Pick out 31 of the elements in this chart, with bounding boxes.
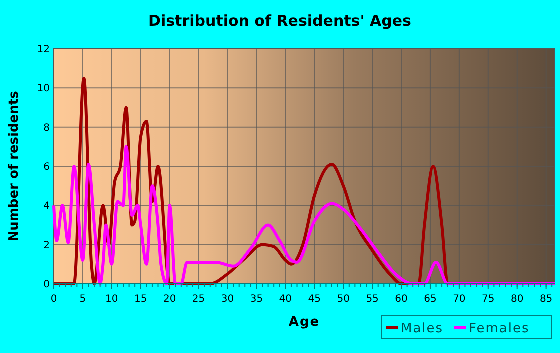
x-tick-label: 35 — [250, 294, 264, 305]
y-axis-title: Number of residents — [7, 90, 22, 242]
y-tick-label: 4 — [44, 201, 50, 212]
x-tick-label: 55 — [366, 294, 379, 305]
x-tick-label: 15 — [134, 294, 148, 305]
legend-label: Males — [401, 322, 444, 336]
x-tick-label: 40 — [279, 294, 292, 305]
chart-title: Distribution of Residents' Ages — [148, 12, 412, 30]
x-tick-label: 65 — [424, 294, 437, 305]
x-tick-label: 0 — [50, 294, 58, 305]
y-tick-label: 12 — [37, 44, 50, 56]
x-tick-label: 75 — [482, 294, 495, 305]
x-tick-label: 60 — [395, 294, 408, 305]
x-tick-label: 45 — [308, 294, 322, 305]
x-tick-label: 5 — [80, 294, 86, 305]
y-tick-label: 2 — [44, 240, 50, 252]
y-tick-label: 8 — [44, 122, 50, 134]
x-tick-label: 30 — [221, 294, 234, 305]
legend-label: Females — [469, 322, 530, 336]
x-tick-label: 70 — [453, 294, 466, 305]
x-axis-title: Age — [288, 315, 320, 330]
x-tick-label: 80 — [510, 294, 524, 305]
x-tick-label: 25 — [192, 294, 206, 305]
x-tick-label: 85 — [540, 294, 553, 305]
y-tick-label: 6 — [44, 162, 50, 173]
y-tick-label: 0 — [44, 280, 50, 290]
x-tick-label: 20 — [163, 294, 176, 305]
x-tick-label: 10 — [106, 294, 118, 305]
y-tick-label: 10 — [37, 84, 50, 95]
x-tick-label: 50 — [337, 294, 350, 305]
line-series — [52, 145, 556, 286]
